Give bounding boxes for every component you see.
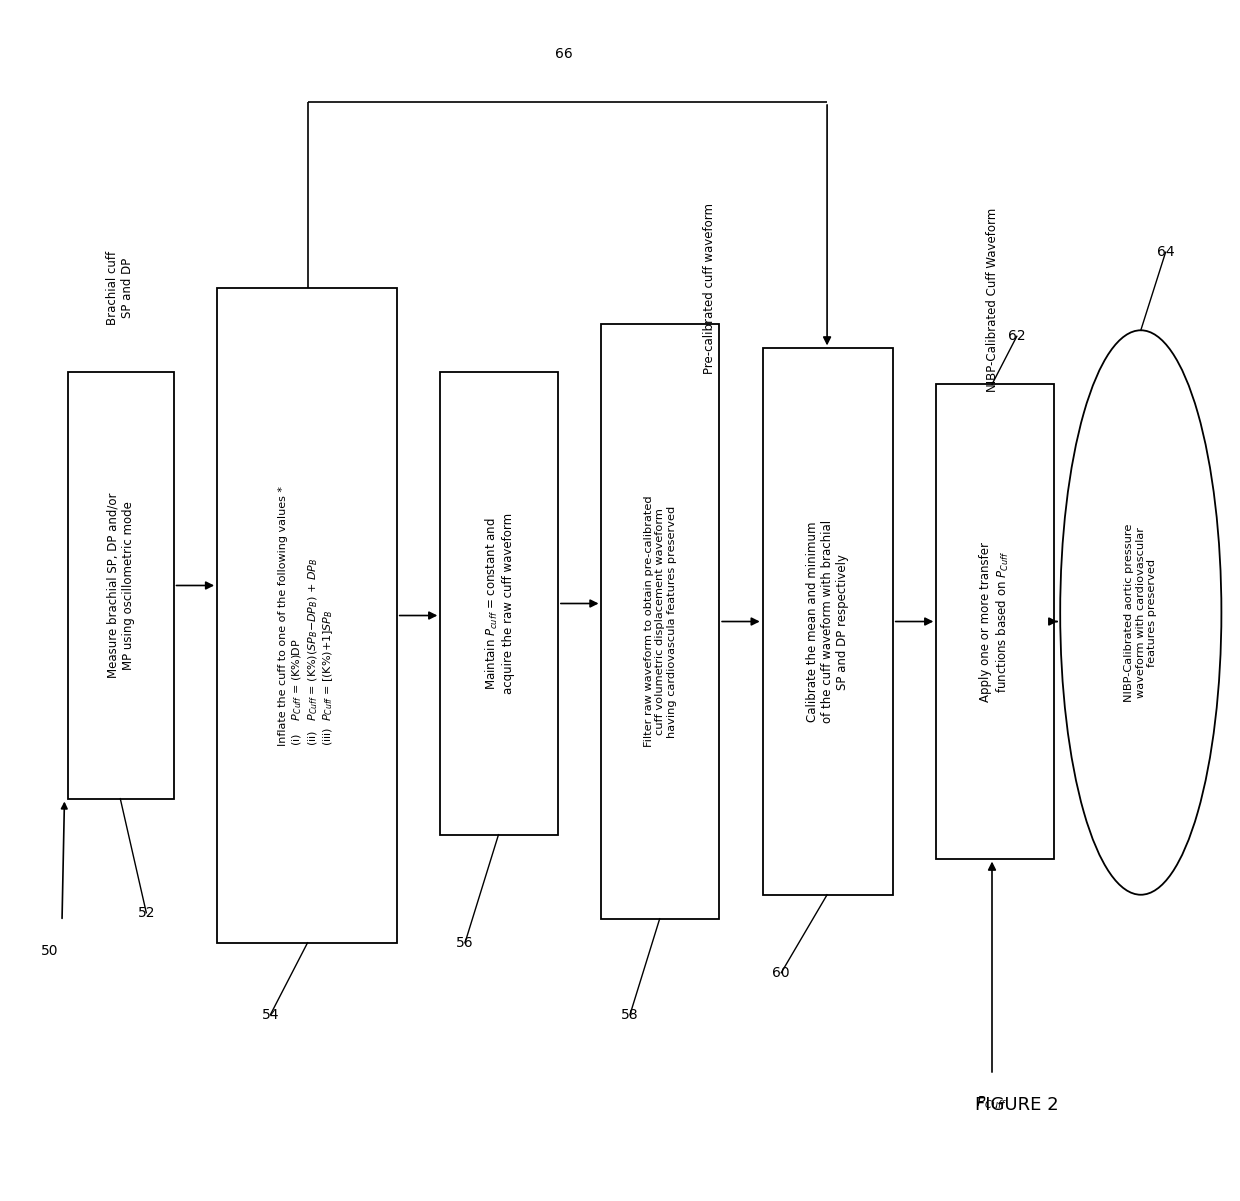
Text: Calibrate the mean and minimum
of the cuff waveform with brachial
SP and DP resp: Calibrate the mean and minimum of the cu… <box>806 520 849 723</box>
FancyBboxPatch shape <box>763 348 893 895</box>
Text: NIBP-Calibrated aortic pressure
waveform with cardiovascular
features preserved: NIBP-Calibrated aortic pressure waveform… <box>1125 524 1157 701</box>
Text: NIBP-Calibrated Cuff Waveform: NIBP-Calibrated Cuff Waveform <box>986 208 998 393</box>
Text: Inflate the cuff to one of the following values *
(i)    $P_{Cuff}$ = (K%)DP
(ii: Inflate the cuff to one of the following… <box>279 485 335 746</box>
Text: Brachial cuff
SP and DP: Brachial cuff SP and DP <box>107 251 134 325</box>
Text: 62: 62 <box>1008 329 1025 343</box>
Text: 66: 66 <box>556 47 573 61</box>
Text: FIGURE 2: FIGURE 2 <box>975 1097 1059 1113</box>
FancyBboxPatch shape <box>440 372 558 835</box>
Text: 50: 50 <box>41 944 58 958</box>
Text: Measure brachial SP, DP and/or
MP using oscillometric mode: Measure brachial SP, DP and/or MP using … <box>107 492 135 679</box>
FancyBboxPatch shape <box>601 324 719 919</box>
Ellipse shape <box>1060 330 1221 895</box>
FancyBboxPatch shape <box>68 372 174 799</box>
Text: 60: 60 <box>773 966 790 980</box>
FancyBboxPatch shape <box>936 384 1054 859</box>
FancyBboxPatch shape <box>217 288 397 943</box>
Text: Pre-calibrated cuff waveform: Pre-calibrated cuff waveform <box>703 203 715 374</box>
Text: Apply one or more transfer
functions based on $P_{Cuff}$: Apply one or more transfer functions bas… <box>980 542 1011 701</box>
Text: 64: 64 <box>1157 245 1174 259</box>
Text: $P_{Cuff}$: $P_{Cuff}$ <box>976 1094 1008 1111</box>
Text: Maintain $P_{cuff}$ = constant and
acquire the raw cuff waveform: Maintain $P_{cuff}$ = constant and acqui… <box>484 513 515 694</box>
Text: 56: 56 <box>456 936 474 950</box>
Text: 58: 58 <box>621 1008 639 1022</box>
Text: 54: 54 <box>262 1008 279 1022</box>
Text: Filter raw waveform to obtain pre-calibrated
cuff volumetric displacement wavefo: Filter raw waveform to obtain pre-calibr… <box>644 496 677 747</box>
Text: 52: 52 <box>138 906 155 920</box>
